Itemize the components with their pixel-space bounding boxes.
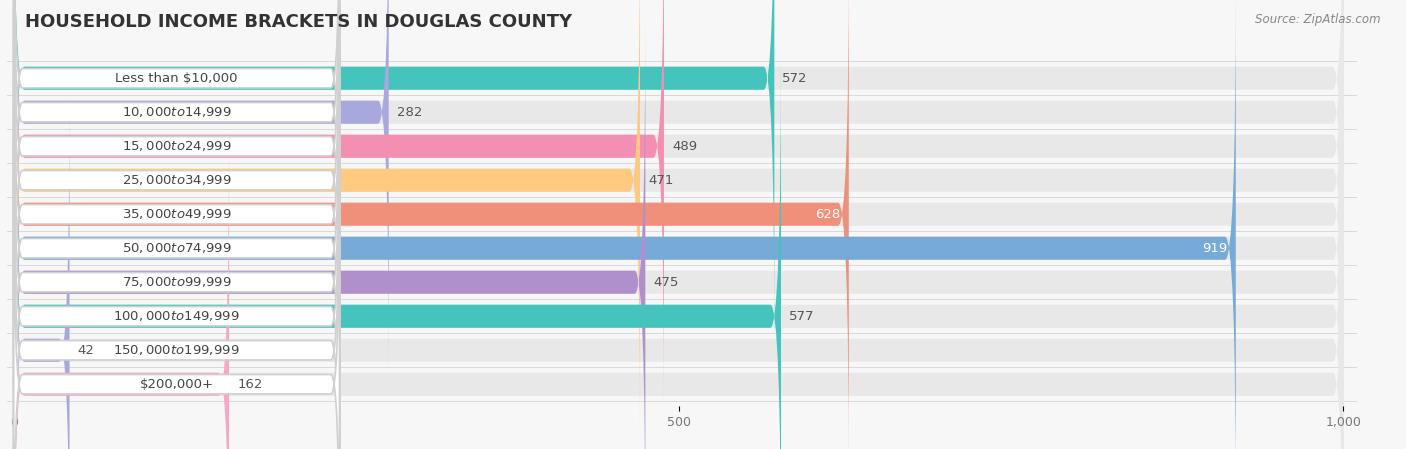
Text: $25,000 to $34,999: $25,000 to $34,999 [122,173,232,187]
Text: $100,000 to $149,999: $100,000 to $149,999 [114,309,240,323]
FancyBboxPatch shape [14,124,229,449]
FancyBboxPatch shape [14,124,1344,449]
FancyBboxPatch shape [14,0,775,339]
FancyBboxPatch shape [14,0,388,373]
FancyBboxPatch shape [14,0,1344,339]
FancyBboxPatch shape [14,56,1344,449]
FancyBboxPatch shape [14,0,339,286]
Text: 42: 42 [77,344,94,357]
Text: 162: 162 [238,378,263,391]
FancyBboxPatch shape [14,40,339,449]
FancyBboxPatch shape [14,176,339,449]
FancyBboxPatch shape [14,0,1344,373]
Text: $10,000 to $14,999: $10,000 to $14,999 [122,105,232,119]
FancyBboxPatch shape [14,90,69,449]
FancyBboxPatch shape [14,0,664,407]
FancyBboxPatch shape [14,0,339,354]
Text: Source: ZipAtlas.com: Source: ZipAtlas.com [1256,13,1381,26]
Text: $150,000 to $199,999: $150,000 to $199,999 [114,343,240,357]
FancyBboxPatch shape [14,0,849,449]
Text: 572: 572 [782,72,808,85]
FancyBboxPatch shape [14,90,1344,449]
Text: Less than $10,000: Less than $10,000 [115,72,238,85]
Text: $200,000+: $200,000+ [139,378,214,391]
FancyBboxPatch shape [14,0,339,388]
FancyBboxPatch shape [14,22,645,449]
Text: $75,000 to $99,999: $75,000 to $99,999 [122,275,232,289]
Text: 628: 628 [815,208,841,221]
Text: 577: 577 [789,310,814,323]
FancyBboxPatch shape [14,6,339,422]
FancyBboxPatch shape [14,56,780,449]
Text: 471: 471 [648,174,673,187]
FancyBboxPatch shape [14,142,339,449]
Text: HOUSEHOLD INCOME BRACKETS IN DOUGLAS COUNTY: HOUSEHOLD INCOME BRACKETS IN DOUGLAS COU… [25,13,572,31]
Text: $35,000 to $49,999: $35,000 to $49,999 [122,207,232,221]
FancyBboxPatch shape [14,0,1344,449]
Text: $50,000 to $74,999: $50,000 to $74,999 [122,241,232,255]
FancyBboxPatch shape [14,22,1344,449]
FancyBboxPatch shape [14,75,339,449]
Text: 919: 919 [1202,242,1227,255]
FancyBboxPatch shape [14,0,1344,407]
FancyBboxPatch shape [14,108,339,449]
FancyBboxPatch shape [14,0,1344,440]
FancyBboxPatch shape [14,0,640,440]
Text: 475: 475 [654,276,679,289]
Text: 282: 282 [396,106,422,119]
FancyBboxPatch shape [14,0,339,320]
Text: $15,000 to $24,999: $15,000 to $24,999 [122,139,232,153]
FancyBboxPatch shape [14,0,1344,449]
FancyBboxPatch shape [14,0,1236,449]
Text: 489: 489 [672,140,697,153]
